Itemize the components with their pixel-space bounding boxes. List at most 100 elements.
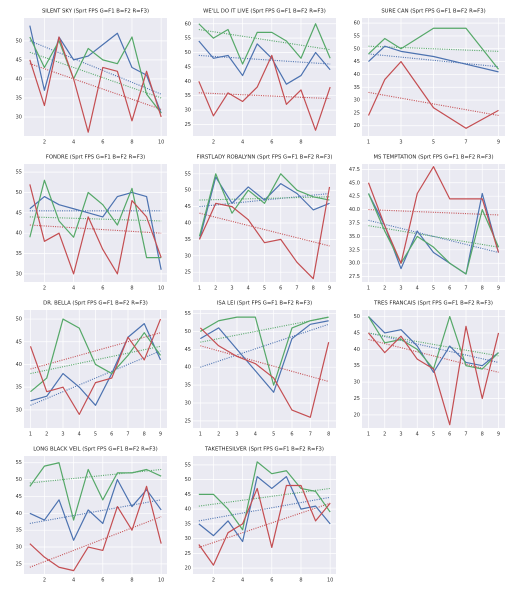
y-tick-label: 47.5 — [349, 167, 360, 173]
y-tick-label: 60 — [185, 21, 191, 27]
x-tick-label: 2 — [383, 432, 386, 438]
x-tick-label: 6 — [270, 140, 273, 146]
chart-title: ISA LEI (Sprt FPS G=F1 B=F2 R=F3) — [217, 301, 312, 307]
x-tick-label: 8 — [130, 578, 133, 584]
y-tick-label: 30.0 — [349, 261, 360, 267]
y-tick-label: 45 — [16, 339, 22, 345]
series-line — [368, 325, 500, 426]
series-line — [29, 36, 162, 114]
x-tick-label: 8 — [130, 140, 133, 146]
y-tick-label: 40 — [354, 347, 360, 353]
y-tick-label: 25 — [185, 418, 191, 424]
trend-line — [29, 516, 162, 568]
series-line — [198, 23, 331, 65]
chart-title: TAKETHESILVER (Sprt FPS G=F1 B=F2 R=F3) — [204, 447, 324, 453]
trend-line — [368, 219, 499, 254]
chart-title: FONDRE (Sprt FPS G=F1 B=F2 R=F3) — [46, 155, 145, 161]
chart-title: LONG BLACK VEIL (Sprt FPS G=F1 B=F2 R=F3… — [33, 447, 157, 453]
y-tick-label: 45 — [16, 57, 22, 63]
trend-line — [198, 496, 331, 522]
y-tick-label: 55 — [185, 171, 191, 177]
y-tick-label: 45 — [16, 210, 22, 216]
series-line — [368, 316, 499, 373]
trend-line — [368, 338, 499, 373]
x-tick-label: 3 — [399, 432, 402, 438]
series-line — [198, 461, 331, 531]
x-tick-label: 1 — [29, 432, 32, 438]
x-tick-label: 2 — [43, 578, 46, 584]
x-tick-label: 8 — [312, 286, 315, 292]
plot-area — [193, 456, 336, 574]
x-tick-label: 6 — [448, 432, 451, 438]
y-tick-label: 35 — [354, 85, 360, 91]
trend-line — [29, 51, 162, 99]
x-tick-label: 6 — [101, 286, 104, 292]
y-tick-label: 40 — [16, 231, 22, 237]
x-tick-label: 3 — [399, 140, 402, 146]
chart-title: SILENT SKY (Sprt FPS G=F1 B=F2 R=F3) — [42, 9, 149, 15]
y-tick-label: 45 — [185, 347, 191, 353]
y-tick-label: 45 — [16, 494, 22, 500]
trend-line — [368, 209, 499, 216]
x-tick-label: 4 — [72, 140, 75, 146]
y-tick-label: 55 — [185, 36, 191, 42]
y-tick-label: 30 — [16, 407, 22, 413]
x-tick-label: 4 — [241, 578, 244, 584]
y-tick-label: 35 — [185, 521, 191, 527]
y-tick-label: 35 — [185, 383, 191, 389]
y-tick-label: 35 — [16, 528, 22, 534]
trend-line — [200, 323, 329, 368]
y-tick-label: 35 — [16, 251, 22, 257]
y-tick-label: 55 — [16, 170, 22, 176]
x-tick-label: 4 — [78, 432, 81, 438]
y-tick-label: 25 — [354, 110, 360, 116]
x-tick-label: 5 — [263, 286, 266, 292]
y-tick-label: 50 — [354, 46, 360, 52]
x-tick-label: 3 — [399, 286, 402, 292]
x-tick-label: 5 — [432, 140, 435, 146]
x-tick-label: 10 — [158, 140, 164, 146]
series-line — [198, 173, 330, 237]
series-line — [29, 462, 162, 521]
y-tick-label: 30 — [16, 271, 22, 277]
trend-line — [30, 345, 161, 375]
y-tick-label: 40 — [185, 365, 191, 371]
x-tick-label: 4 — [247, 286, 250, 292]
trend-line — [368, 45, 499, 52]
x-tick-label: 8 — [481, 432, 484, 438]
x-tick-label: 5 — [432, 286, 435, 292]
y-tick-label: 45 — [185, 64, 191, 70]
y-tick-label: 55 — [354, 33, 360, 39]
trend-line — [199, 212, 330, 247]
x-tick-label: 6 — [101, 140, 104, 146]
y-tick-label: 30 — [16, 114, 22, 120]
x-tick-label: 4 — [72, 578, 75, 584]
x-tick-label: 6 — [110, 432, 113, 438]
trend-line — [368, 53, 499, 68]
y-tick-label: 35.0 — [349, 234, 360, 240]
y-tick-label: 20 — [354, 412, 360, 418]
x-tick-label: 6 — [270, 578, 273, 584]
y-tick-label: 40 — [354, 72, 360, 78]
y-tick-label: 30 — [354, 380, 360, 386]
y-tick-label: 50 — [16, 190, 22, 196]
x-tick-label: 1 — [199, 432, 202, 438]
x-tick-label: 4 — [241, 140, 244, 146]
x-tick-label: 7 — [295, 286, 298, 292]
y-tick-label: 50 — [16, 38, 22, 44]
y-tick-label: 40 — [16, 511, 22, 517]
y-tick-label: 42.5 — [349, 194, 360, 200]
y-tick-label: 50 — [185, 50, 191, 56]
x-tick-label: 3 — [61, 432, 64, 438]
y-tick-label: 20 — [185, 566, 191, 572]
y-tick-label: 45 — [185, 204, 191, 210]
plot-area — [193, 310, 336, 428]
series-line — [367, 166, 500, 264]
x-tick-label: 2 — [383, 286, 386, 292]
y-tick-label: 25 — [185, 551, 191, 557]
x-tick-label: 4 — [72, 286, 75, 292]
plot-area — [24, 164, 167, 282]
series-line — [198, 476, 331, 543]
x-tick-label: 2 — [212, 578, 215, 584]
y-tick-label: 45.0 — [349, 180, 360, 186]
